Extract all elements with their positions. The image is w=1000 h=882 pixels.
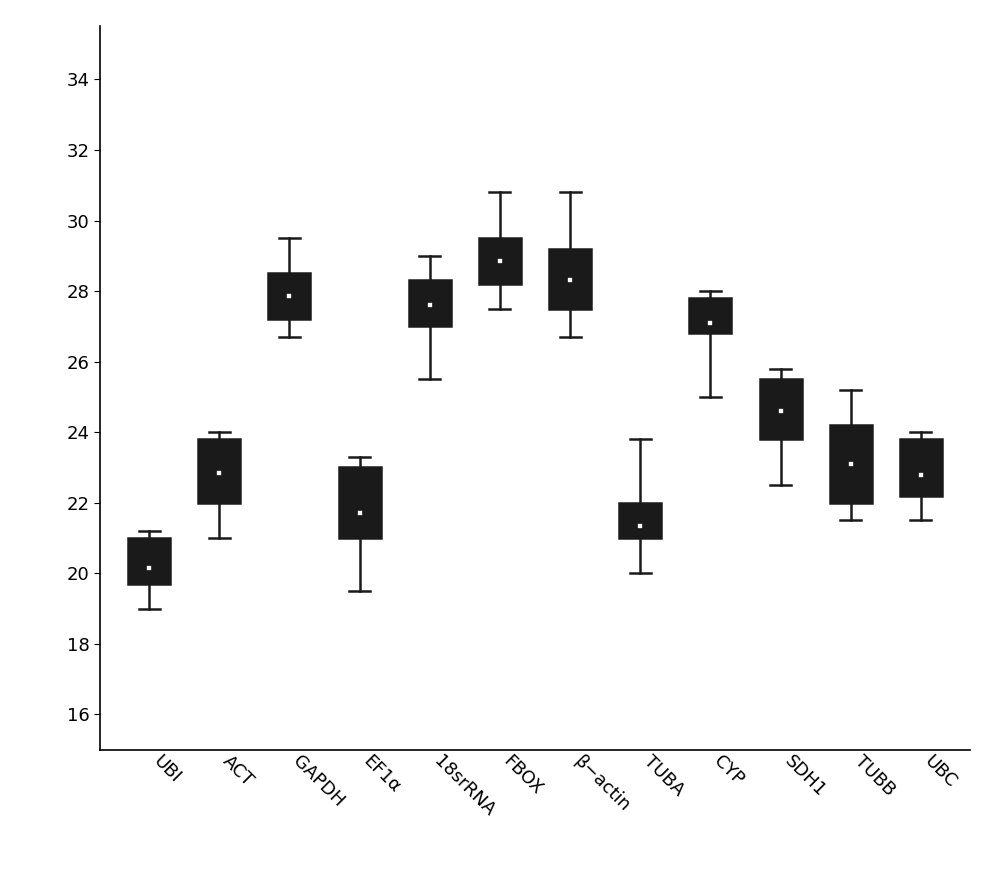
PathPatch shape [198, 439, 240, 503]
PathPatch shape [479, 238, 521, 284]
PathPatch shape [900, 439, 942, 496]
PathPatch shape [830, 425, 872, 503]
PathPatch shape [128, 538, 170, 584]
PathPatch shape [549, 249, 591, 309]
PathPatch shape [339, 467, 381, 538]
PathPatch shape [619, 503, 661, 538]
PathPatch shape [409, 280, 451, 326]
PathPatch shape [689, 298, 731, 333]
PathPatch shape [268, 273, 310, 319]
PathPatch shape [760, 379, 802, 439]
